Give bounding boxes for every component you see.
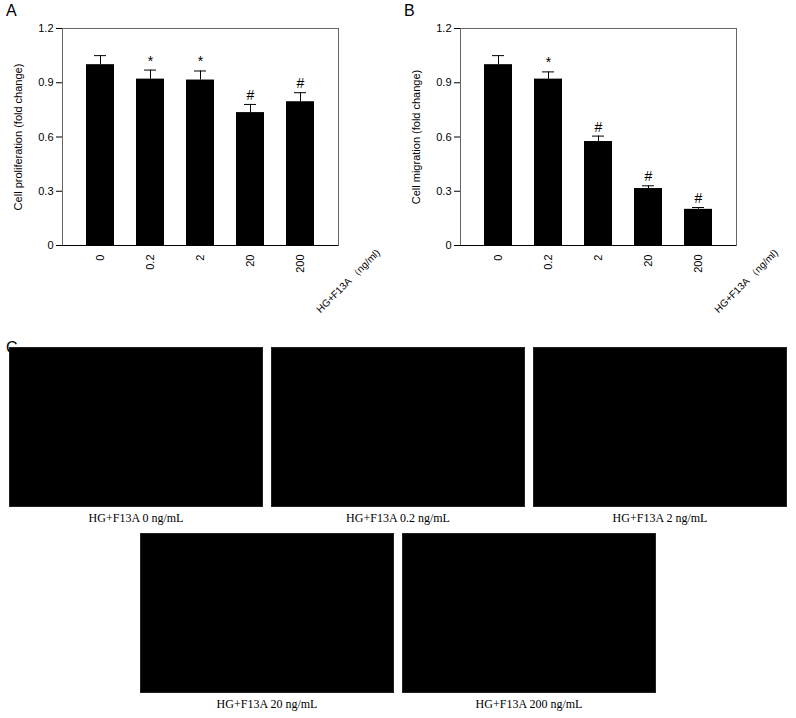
svg-text:*: * (198, 53, 204, 69)
html-text:C: C (6, 339, 18, 356)
html-text:HG+F13A 2 ng/mL: HG+F13A 2 ng/mL (612, 511, 708, 525)
svg-text:0: 0 (492, 255, 504, 261)
html-text:HG+F13A 200 ng/mL: HG+F13A 200 ng/mL (475, 697, 583, 711)
svg-text:0: 0 (47, 239, 53, 251)
svg-text:20: 20 (642, 255, 654, 267)
svg-text:0.6: 0.6 (38, 131, 53, 143)
svg-text:20: 20 (244, 255, 256, 267)
svg-text:0: 0 (445, 239, 451, 251)
svg-text:#: # (297, 75, 305, 91)
svg-text:0.9: 0.9 (38, 76, 53, 88)
svg-text:2: 2 (194, 255, 206, 261)
svg-text:*: * (148, 53, 154, 69)
svg-text:#: # (595, 119, 603, 135)
svg-text:HG+F13A （ng/ml): HG+F13A （ng/ml) (314, 247, 382, 315)
svg-text:0.3: 0.3 (38, 185, 53, 197)
svg-text:0.3: 0.3 (436, 185, 451, 197)
svg-text:Cell proliferation (fold chang: Cell proliferation (fold change) (12, 64, 24, 211)
html-text:A: A (6, 2, 17, 19)
svg-text:HG+F13A （ng/ml): HG+F13A （ng/ml) (712, 247, 780, 315)
html-text:B: B (404, 2, 415, 19)
svg-text:200: 200 (692, 255, 704, 273)
html-text:HG+F13A 0 ng/mL: HG+F13A 0 ng/mL (88, 511, 184, 525)
svg-text:2: 2 (592, 255, 604, 261)
html-text:HG+F13A 0.2 ng/mL: HG+F13A 0.2 ng/mL (346, 511, 450, 525)
svg-text:0.2: 0.2 (542, 255, 554, 270)
svg-text:#: # (247, 87, 255, 103)
svg-text:0.9: 0.9 (436, 76, 451, 88)
svg-text:1.2: 1.2 (436, 22, 451, 34)
svg-text:0: 0 (94, 255, 106, 261)
svg-text:Cell migration (fold change): Cell migration (fold change) (410, 70, 422, 205)
svg-text:#: # (695, 190, 703, 206)
html-text:HG+F13A 20 ng/mL: HG+F13A 20 ng/mL (216, 697, 318, 711)
svg-text:1.2: 1.2 (38, 22, 53, 34)
svg-text:200: 200 (294, 255, 306, 273)
svg-text:*: * (546, 54, 552, 70)
svg-text:0.6: 0.6 (436, 131, 451, 143)
svg-text:0.2: 0.2 (144, 255, 156, 270)
svg-text:#: # (645, 168, 653, 184)
